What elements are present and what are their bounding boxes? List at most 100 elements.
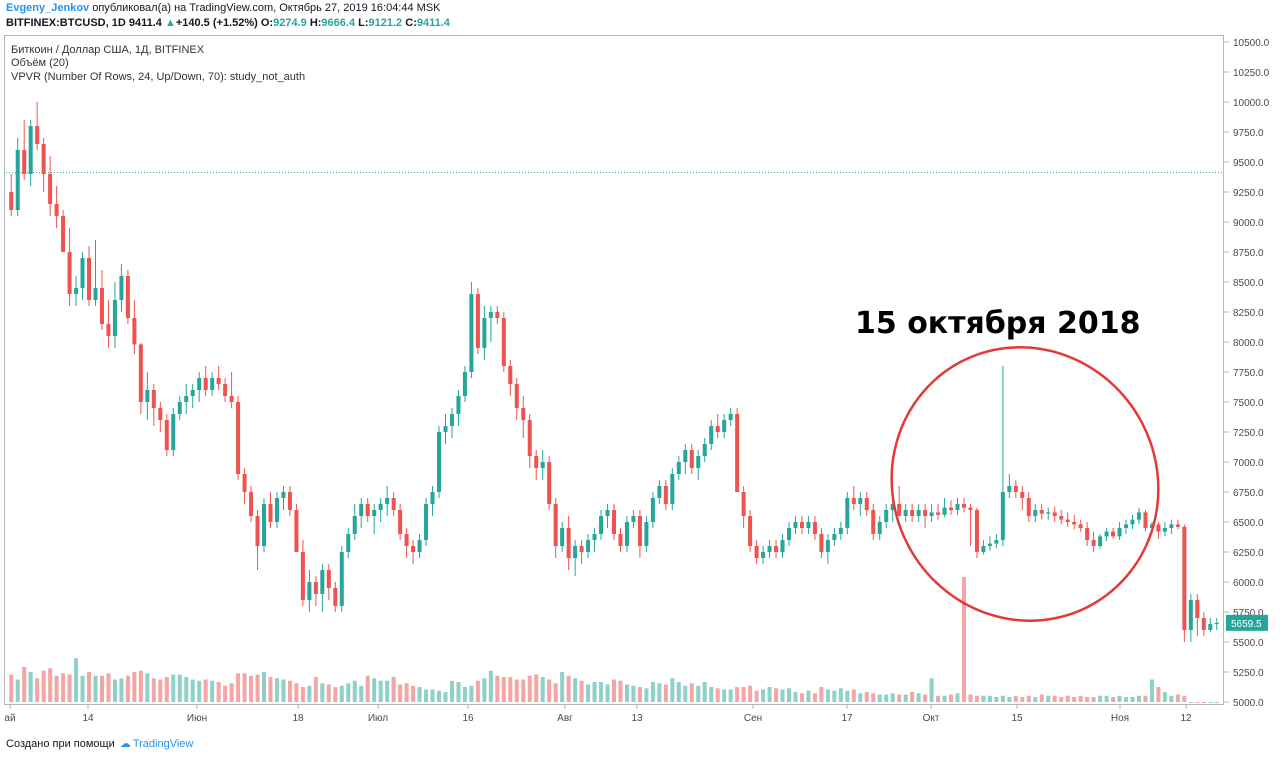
author-link[interactable]: Evgeny_Jenkov	[6, 2, 90, 14]
volume-bar	[74, 658, 79, 702]
candle-body	[320, 570, 325, 594]
volume-bar	[605, 684, 610, 702]
x-tick-label: 12	[1180, 713, 1192, 724]
candle-body	[41, 144, 46, 174]
volume-bar	[262, 672, 267, 702]
high-label: H:	[309, 17, 322, 29]
volume-bar	[210, 680, 215, 702]
candle-body	[164, 420, 169, 450]
candle-body	[184, 396, 189, 402]
candle-body	[61, 216, 66, 252]
candle-body	[929, 512, 934, 516]
candle-body	[1000, 492, 1005, 540]
candle-body	[767, 546, 772, 552]
created-with: Создано при помощи	[6, 738, 115, 750]
tradingview-logo-icon[interactable]: ☁	[119, 738, 131, 750]
volume-bar	[514, 679, 519, 702]
candle-body	[806, 522, 811, 528]
volume-bar	[1104, 695, 1109, 702]
volume-bar	[300, 687, 305, 702]
candle-body	[300, 552, 305, 600]
candle-body	[910, 510, 915, 516]
volume-bar	[197, 680, 202, 702]
volume-bar	[534, 674, 539, 702]
candle-body	[449, 414, 454, 426]
candle-body	[125, 276, 130, 318]
volume-bar	[346, 683, 351, 702]
candle-body	[138, 344, 143, 402]
y-tick-label: 10000.0	[1233, 98, 1270, 109]
tradingview-brand[interactable]: TradingView	[132, 738, 194, 750]
volume-bar	[702, 682, 707, 702]
candle-body	[851, 498, 856, 504]
candle-body	[825, 540, 830, 552]
x-tick-label: Июл	[368, 713, 388, 724]
candle-body	[430, 492, 435, 504]
candle-body	[599, 516, 604, 534]
candle-body	[255, 516, 260, 546]
volume-bar	[1143, 695, 1148, 702]
volume-legend[interactable]: Объём (20)	[11, 57, 69, 69]
candle-body	[67, 252, 72, 294]
candle-body	[683, 450, 688, 462]
volume-bar	[812, 693, 817, 702]
candle-body	[1208, 624, 1213, 630]
candle-body	[197, 378, 202, 390]
candle-body	[871, 510, 876, 534]
candle-body	[190, 390, 195, 396]
volume-bar	[897, 694, 902, 702]
chart-title[interactable]: Биткоин / Доллар США, 1Д, BITFINEX	[11, 44, 205, 56]
y-tick-label: 7500.0	[1233, 398, 1264, 409]
candle-body	[1111, 531, 1116, 537]
y-tick-label: 10250.0	[1233, 68, 1270, 79]
candle-body	[242, 474, 247, 492]
candle-body	[508, 366, 513, 384]
volume-bar	[1149, 679, 1154, 702]
candle-body	[1149, 524, 1154, 528]
volume-bar	[145, 673, 150, 702]
candle-body	[534, 456, 539, 468]
candle-body	[761, 552, 766, 558]
vpvr-legend[interactable]: VPVR (Number Of Rows, 24, Up/Down, 70): …	[11, 71, 306, 83]
volume-bar	[968, 694, 973, 702]
candle-body	[307, 582, 312, 600]
volume-bar	[1065, 695, 1070, 702]
candle-body	[709, 426, 714, 444]
candle-body	[48, 174, 53, 204]
y-tick-label: 5500.0	[1233, 638, 1264, 649]
candle-body	[281, 492, 286, 498]
volume-bar	[326, 684, 331, 702]
volume-bar	[1188, 702, 1193, 703]
volume-bar	[1136, 695, 1141, 702]
volume-bar	[1020, 697, 1025, 702]
candle-body	[495, 312, 500, 318]
volume-bar	[223, 685, 228, 702]
candle-body	[249, 492, 254, 516]
candle-body	[1091, 540, 1096, 546]
volume-bar	[624, 684, 629, 702]
highlight-circle	[890, 346, 1160, 622]
volume-bar	[125, 675, 130, 702]
current-price-badge	[1226, 614, 1268, 631]
candle-body	[994, 540, 999, 544]
candle-body	[22, 150, 27, 174]
candle-body	[417, 540, 422, 552]
candle-body	[579, 546, 584, 552]
volume-bar	[1214, 702, 1219, 703]
volume-bar	[521, 679, 526, 702]
chart-frame[interactable]	[4, 35, 1224, 705]
volume-bar	[566, 675, 571, 702]
volume-bar	[1117, 695, 1122, 702]
volume-bar	[378, 680, 383, 702]
candle-body	[1182, 526, 1187, 630]
volume-bar	[741, 687, 746, 702]
y-tick-label: 5750.0	[1233, 608, 1264, 619]
candle-body	[748, 516, 753, 546]
volume-bar	[981, 695, 986, 702]
candle-body	[728, 414, 733, 420]
candle-body	[845, 498, 850, 528]
candle-body	[424, 504, 429, 540]
candle-body	[1052, 512, 1057, 516]
volume-bar	[1078, 695, 1083, 702]
